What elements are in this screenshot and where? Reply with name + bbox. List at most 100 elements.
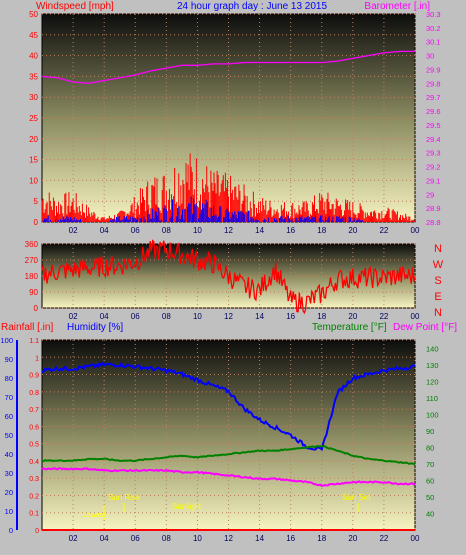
temperature-line (41, 444, 416, 465)
rain-y-tick-label: 0.2 (29, 493, 39, 500)
rain-y-tick-label: 0.8 (29, 390, 39, 397)
humidity-y-tick-label: 50 (5, 431, 13, 440)
humidity-line (41, 361, 415, 452)
baro-y-tick-label: 29.5 (426, 121, 441, 130)
compass-label: N (434, 307, 442, 319)
temp-y-tick-label: 40 (426, 509, 434, 518)
rain-y-tick-label: 0 (35, 528, 39, 535)
compass-label: E (434, 291, 441, 303)
temp-y-tick-label: 140 (426, 344, 439, 353)
x-tick-label: 08 (162, 534, 171, 543)
x-tick-label: 18 (317, 534, 326, 543)
baro-y-tick-label: 30.3 (426, 10, 441, 19)
dewpoint-axis-label: Dew Point [°F] (393, 322, 457, 333)
temp-y-tick-label: 80 (426, 443, 434, 452)
x-tick-label: 06 (131, 226, 140, 235)
humidity-y-tick-label: 80 (5, 374, 13, 383)
x-tick-label: 12 (224, 226, 233, 235)
rain-y-tick-label: 0.6 (29, 424, 39, 431)
humidity-axis-label: Humidity [%] (67, 322, 123, 333)
x-tick-label: 10 (193, 312, 202, 321)
rain-y-tick-label: 0.5 (29, 442, 39, 449)
x-tick-label: 00 (411, 534, 420, 543)
winddir-y-tick-label: 90 (29, 288, 38, 297)
baro-y-tick-label: 29.6 (426, 107, 441, 116)
temp-y-tick-label: 100 (426, 410, 439, 419)
humidity-y-tick-label: 70 (5, 393, 13, 402)
baro-y-tick-label: 30 (426, 52, 434, 61)
temp-y-tick-label: 60 (426, 476, 434, 485)
x-tick-label: 14 (255, 312, 264, 321)
x-tick-label: 10 (193, 226, 202, 235)
winddir-y-tick-label: 0 (34, 304, 39, 313)
header-left-label: Windspeed [mph] (36, 1, 114, 12)
baro-y-tick-label: 29.3 (426, 149, 441, 158)
x-tick-label: 14 (255, 226, 264, 235)
x-tick-label: 14 (255, 534, 264, 543)
x-tick-label: 00 (411, 226, 420, 235)
wind-y-tick-label: 5 (34, 197, 39, 206)
x-tick-label: 04 (100, 534, 109, 543)
x-tick-label: 08 (162, 312, 171, 321)
x-tick-label: 02 (69, 312, 78, 321)
humidity-y-tick-label: 100 (0, 336, 13, 345)
temp-y-tick-label: 90 (426, 427, 434, 436)
baro-y-tick-label: 28.9 (426, 204, 441, 213)
baro-y-tick-label: 29 (426, 190, 434, 199)
temperature-axis-label: Temperature [°F] (312, 322, 387, 333)
annotation-lowest: Lowest (83, 512, 105, 519)
x-tick-label: 16 (286, 534, 295, 543)
x-tick-label: 22 (379, 226, 388, 235)
x-tick-label: 12 (224, 534, 233, 543)
x-tick-label: 22 (379, 312, 388, 321)
annotation-sun-set: Sun Set (342, 493, 371, 502)
x-tick-label: 06 (131, 312, 140, 321)
x-tick-label: 20 (348, 534, 357, 543)
baro-y-tick-label: 29.1 (426, 176, 441, 185)
temp-y-tick-label: 110 (426, 394, 438, 403)
header-title: 24 hour graph day : June 13 2015 (177, 1, 328, 12)
rain-y-tick-label: 1.1 (29, 338, 39, 345)
x-tick-label: 16 (286, 226, 295, 235)
baro-y-tick-label: 29.2 (426, 163, 441, 172)
wind-y-tick-label: 25 (29, 114, 38, 123)
x-tick-label: 20 (348, 226, 357, 235)
humidity-y-tick-label: 60 (5, 412, 13, 421)
humidity-y-tick-label: 20 (5, 488, 13, 497)
annotation-sunlight: Sunlight (172, 502, 202, 511)
rain-y-tick-label: 0.7 (29, 407, 39, 414)
temp-y-tick-label: 120 (426, 377, 439, 386)
x-tick-label: 02 (69, 534, 78, 543)
x-tick-label: 18 (317, 312, 326, 321)
wind-y-tick-label: 10 (29, 176, 38, 185)
humidity-y-tick-label: 30 (5, 469, 13, 478)
rain-y-tick-label: 0.4 (29, 459, 39, 466)
humidity-y-tick-label: 0 (9, 526, 13, 535)
rain-y-tick-label: 0.1 (29, 511, 39, 518)
annotation-sun-rise: Sun Rise (108, 493, 141, 502)
baro-y-tick-label: 30.1 (426, 38, 441, 47)
x-tick-label: 06 (131, 534, 140, 543)
rain-y-tick-label: 0.3 (29, 476, 39, 483)
header-right-label: Barometer [.in] (364, 1, 430, 12)
x-tick-label: 12 (224, 312, 233, 321)
winddir-y-tick-label: 270 (25, 256, 39, 265)
barometer-line (41, 50, 415, 84)
x-tick-label: 18 (317, 226, 326, 235)
x-tick-label: 04 (100, 226, 109, 235)
wind-y-tick-label: 50 (29, 10, 38, 19)
winddir-y-tick-label: 180 (25, 272, 39, 281)
humidity-y-tick-label: 90 (5, 355, 13, 364)
rain-y-tick-label: 0.9 (29, 373, 39, 380)
wind-y-tick-label: 35 (29, 72, 38, 81)
compass-label: N (434, 243, 442, 255)
humidity-y-tick-label: 10 (5, 507, 13, 516)
compass-label: W (433, 259, 444, 271)
temp-y-tick-label: 50 (426, 493, 434, 502)
winddir-line (41, 239, 416, 315)
x-tick-label: 02 (69, 226, 78, 235)
wind-y-tick-label: 40 (29, 52, 38, 61)
wind-y-tick-label: 15 (29, 156, 38, 165)
baro-y-tick-label: 30.2 (426, 24, 441, 33)
